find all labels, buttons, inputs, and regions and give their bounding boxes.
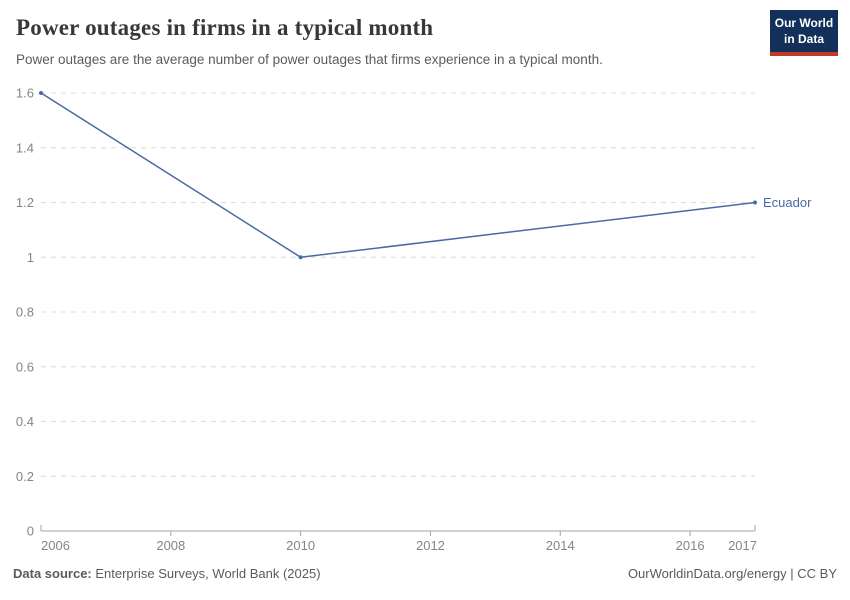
- y-tick-label: 1.4: [16, 140, 34, 155]
- x-tick-label: 2010: [286, 538, 315, 553]
- series-point-ecuador[interactable]: [753, 200, 757, 205]
- series-point-ecuador[interactable]: [298, 255, 303, 260]
- x-tick-label: 2016: [676, 538, 705, 553]
- y-tick-label: 0.8: [16, 305, 34, 320]
- y-tick-label: 1.2: [16, 195, 34, 210]
- owid-logo-line2: in Data: [783, 31, 824, 46]
- data-source-text: Enterprise Surveys, World Bank (2025): [91, 566, 321, 581]
- y-tick-label: 1.6: [16, 86, 34, 101]
- x-tick-label: 2012: [416, 538, 445, 553]
- owid-logo-line1: Our World: [774, 16, 834, 30]
- y-tick-label: 1: [27, 250, 34, 265]
- y-tick-label: 0.4: [16, 414, 34, 429]
- credit-link[interactable]: OurWorldinData.org/energy | CC BY: [627, 566, 837, 581]
- series-point-ecuador[interactable]: [39, 91, 43, 95]
- y-tick-label: 0.2: [16, 469, 34, 484]
- x-tick-label: 2014: [546, 538, 575, 553]
- x-tick-label: 2006: [41, 538, 70, 553]
- series-line-ecuador[interactable]: [40, 92, 756, 258]
- x-tick-label: 2017: [728, 538, 757, 553]
- page-title: Power outages in firms in a typical mont…: [16, 15, 434, 40]
- entity-label-ecuador[interactable]: Ecuador: [763, 195, 812, 210]
- y-tick-label: 0.6: [16, 359, 34, 374]
- data-source-note: Data source: Enterprise Surveys, World B…: [13, 566, 321, 581]
- data-source-label: Data source:: [13, 566, 92, 581]
- x-tick-label: 2008: [156, 538, 185, 553]
- chart-subtitle: Power outages are the average number of …: [16, 52, 603, 67]
- y-tick-label: 0: [27, 524, 34, 539]
- owid-logo[interactable]: Our World in Data: [770, 10, 838, 57]
